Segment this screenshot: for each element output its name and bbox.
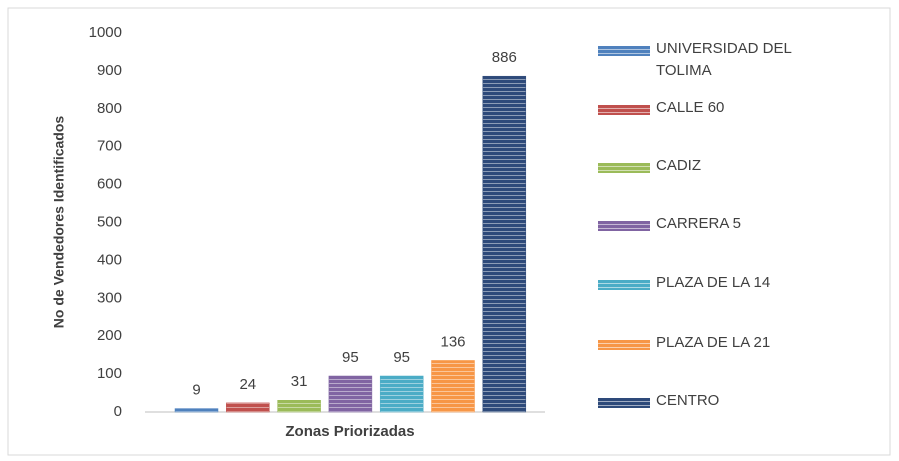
y-tick-label: 800 xyxy=(97,100,122,117)
legend-label: UNIVERSIDAD DEL TOLIMA xyxy=(656,40,792,79)
bar xyxy=(379,375,424,413)
y-tick-label: 400 xyxy=(97,251,122,268)
y-tick-label: 100 xyxy=(97,365,122,382)
y-tick-label: 300 xyxy=(97,289,122,306)
legend-swatch xyxy=(598,221,650,231)
legend-swatch xyxy=(598,340,650,350)
legend-label: CALLE 60 xyxy=(656,99,725,116)
y-tick-label: 700 xyxy=(97,138,122,155)
y-tick-label: 1000 xyxy=(89,24,122,41)
legend-label: CADIZ xyxy=(656,157,701,174)
legend-swatch xyxy=(598,105,650,115)
bar xyxy=(482,75,527,413)
bar xyxy=(431,360,475,413)
data-label: 9 xyxy=(192,382,200,399)
legend-label: PLAZA DE LA 14 xyxy=(656,274,771,291)
bar xyxy=(277,400,321,413)
legend-label: CENTRO xyxy=(656,392,720,409)
legend-swatch xyxy=(598,163,650,173)
y-tick-label: 0 xyxy=(114,403,122,420)
data-label: 136 xyxy=(440,333,465,350)
legend-label: PLAZA DE LA 21 xyxy=(656,334,771,351)
data-label: 95 xyxy=(393,349,410,366)
y-tick-label: 900 xyxy=(97,62,122,79)
legend-item: PLAZA DE LA 21 xyxy=(598,334,838,354)
chart-border xyxy=(7,7,891,456)
legend-item: PLAZA DE LA 14 xyxy=(598,274,838,294)
legend-swatch xyxy=(598,398,650,408)
data-label: 24 xyxy=(239,376,256,393)
data-label: 95 xyxy=(342,349,359,366)
y-tick-label: 600 xyxy=(97,176,122,193)
y-tick-label: 500 xyxy=(97,213,122,230)
legend-item: CARRERA 5 xyxy=(598,215,838,235)
legend-swatch xyxy=(598,280,650,290)
bar xyxy=(174,408,219,413)
legend-item: CALLE 60 xyxy=(598,99,838,119)
legend-label: CARRERA 5 xyxy=(656,215,742,232)
x-axis-title: Zonas Priorizadas xyxy=(285,423,414,440)
data-label: 31 xyxy=(291,373,308,390)
data-label: 886 xyxy=(492,49,517,66)
legend-swatch xyxy=(598,46,650,56)
legend-item: UNIVERSIDAD DEL TOLIMA xyxy=(598,40,838,82)
y-axis-title: No de Vendedores Identificados xyxy=(51,116,67,329)
legend-item: CENTRO xyxy=(598,392,838,412)
bar xyxy=(328,375,373,413)
y-tick-label: 200 xyxy=(97,327,122,344)
bar xyxy=(226,402,270,413)
legend-item: CADIZ xyxy=(598,157,838,177)
